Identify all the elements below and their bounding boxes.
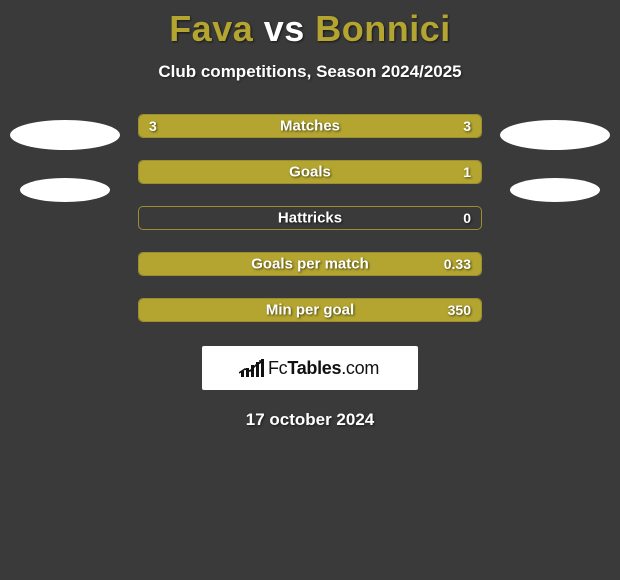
right-avatar-column	[500, 114, 610, 202]
bar-label: Matches	[280, 118, 340, 135]
main-area: Matches 3 3 Goals 1 Hattricks 0 Goals per match…	[0, 114, 620, 322]
bar-value-right: 350	[448, 302, 471, 318]
bar-label: Min per goal	[266, 302, 354, 319]
title-left: Fava	[169, 8, 253, 49]
stat-bar: Matches 3 3	[138, 114, 482, 138]
bar-value-right: 3	[463, 118, 471, 134]
right-avatar-placeholder-2	[510, 178, 600, 202]
brand-logo: FcTables.com	[202, 346, 418, 390]
subtitle: Club competitions, Season 2024/2025	[158, 62, 461, 82]
brand-suffix: .com	[341, 358, 379, 378]
date-label: 17 october 2024	[246, 410, 375, 430]
brand-chart-icon	[241, 359, 264, 377]
right-avatar-placeholder-1	[500, 120, 610, 150]
brand-bold: Tables	[287, 358, 341, 378]
left-avatar-placeholder-2	[20, 178, 110, 202]
brand-trendline-icon	[239, 360, 265, 374]
title-right: Bonnici	[315, 8, 451, 49]
stat-bar: Goals per match 0.33	[138, 252, 482, 276]
bar-label: Hattricks	[278, 210, 342, 227]
stat-bars: Matches 3 3 Goals 1 Hattricks 0 Goals per match…	[138, 114, 482, 322]
stat-bar: Min per goal 350	[138, 298, 482, 322]
bar-value-right: 1	[463, 164, 471, 180]
bar-label: Goals	[289, 164, 331, 181]
bar-label: Goals per match	[251, 256, 369, 273]
left-avatar-column	[10, 114, 120, 202]
title-vs: vs	[253, 8, 315, 49]
page-title: Fava vs Bonnici	[169, 8, 451, 50]
left-avatar-placeholder-1	[10, 120, 120, 150]
stat-bar: Goals 1	[138, 160, 482, 184]
bar-value-right: 0.33	[444, 256, 471, 272]
comparison-panel: Fava vs Bonnici Club competitions, Seaso…	[0, 0, 620, 430]
bar-value-left: 3	[149, 118, 157, 134]
brand-text: FcTables.com	[268, 358, 379, 379]
bar-value-right: 0	[463, 210, 471, 226]
brand-prefix: Fc	[268, 358, 287, 378]
stat-bar: Hattricks 0	[138, 206, 482, 230]
